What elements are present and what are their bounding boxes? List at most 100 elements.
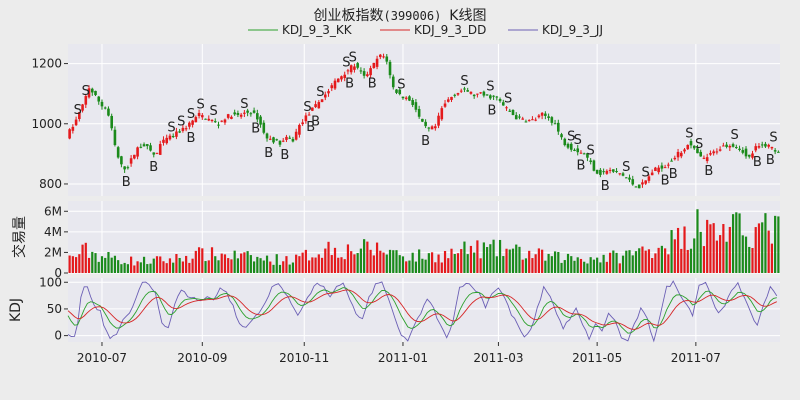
candle-body: [550, 117, 554, 123]
candle-body: [443, 103, 447, 107]
candle-body: [692, 145, 696, 149]
volume-bar: [337, 257, 340, 273]
volume-bar: [369, 249, 372, 273]
candle-body: [201, 115, 204, 118]
candle-body: [667, 164, 670, 166]
candle-body: [116, 147, 120, 158]
volume-bar: [670, 230, 673, 273]
candle-body: [220, 120, 224, 122]
kdj-kk-line: [67, 287, 777, 334]
volume-bar: [427, 253, 430, 273]
candle-body: [670, 160, 673, 162]
volume-bar: [401, 256, 405, 273]
candle-body: [618, 173, 622, 175]
candle-body: [624, 177, 628, 179]
volume-bar: [744, 236, 748, 273]
candle-body: [527, 120, 531, 122]
volume-bar: [537, 248, 540, 273]
sell-marker: S: [349, 50, 357, 65]
candle-body: [731, 144, 735, 147]
candle-body: [207, 118, 211, 121]
volume-bar: [680, 248, 683, 273]
sell-marker: S: [303, 100, 311, 115]
volume-bar: [375, 242, 379, 273]
volume-bar: [372, 255, 375, 273]
candle-body: [336, 78, 340, 83]
candle-body: [459, 90, 463, 92]
y-tick-label: 100: [39, 275, 62, 289]
candle-body: [489, 95, 492, 99]
volume-bar: [563, 260, 566, 273]
volume-bar: [194, 250, 197, 273]
candle-body: [505, 107, 508, 109]
x-axis: 2010-07 2010-09 2010-11 2011-01 2011-03 2011-…: [77, 342, 721, 365]
volume-bar: [278, 264, 282, 273]
volume-bar: [424, 259, 427, 273]
volume-bar: [719, 235, 722, 273]
candle-body: [145, 144, 149, 147]
sell-marker: S: [769, 131, 777, 146]
volume-bar: [621, 255, 625, 273]
buy-marker: B: [280, 148, 289, 163]
volume-bar: [689, 248, 693, 273]
x-tick-label: 2010-07: [77, 351, 127, 365]
volume-bar: [686, 249, 689, 273]
volume-bar: [660, 245, 663, 273]
buy-marker: B: [122, 175, 131, 190]
candle-body: [511, 109, 515, 116]
candle-body: [595, 169, 599, 174]
candle-body: [434, 126, 437, 129]
volume-bar: [288, 264, 291, 273]
volume-bar: [214, 256, 217, 273]
candle-body: [103, 107, 107, 109]
candle-body: [142, 144, 146, 147]
candle-body: [136, 147, 139, 157]
volume-bar: [301, 252, 304, 273]
candle-body: [372, 62, 376, 68]
candle-body: [149, 145, 152, 151]
volume-bar: [262, 260, 265, 273]
volume-bar: [592, 259, 596, 273]
candle-body: [631, 179, 635, 185]
volume-bar: [304, 249, 307, 273]
volume-bar: [233, 250, 236, 273]
candle-body: [492, 95, 495, 97]
kdj-axis-label: KDJ: [8, 298, 24, 322]
volume-bar: [531, 258, 534, 273]
sell-marker: S: [187, 107, 195, 122]
volume-bar: [201, 248, 204, 273]
volume-bar: [395, 250, 398, 273]
buy-marker: B: [704, 164, 713, 179]
candle-body: [612, 169, 615, 172]
volume-bar: [702, 246, 706, 273]
volume-bar: [618, 263, 621, 273]
candle-body: [340, 76, 343, 80]
volume-bar: [133, 265, 136, 273]
candle-body: [320, 99, 324, 103]
volume-bar: [560, 262, 563, 273]
volume-panel: 0 2M 4M 6M 交易量: [11, 201, 780, 280]
kdj-lines: [67, 280, 778, 343]
volume-bar: [712, 223, 715, 273]
volume-bar: [388, 249, 392, 273]
volume-bar: [709, 224, 712, 273]
candle-body: [129, 158, 133, 164]
candle-body: [634, 186, 638, 188]
candle-body: [689, 141, 693, 146]
candle-body: [249, 113, 253, 115]
volume-bar: [777, 216, 780, 273]
candle-body: [262, 122, 266, 133]
candle-body: [498, 99, 502, 102]
volume-bar: [589, 257, 592, 273]
volume-bar: [74, 257, 78, 273]
volume-bar: [676, 227, 680, 273]
volume-bar: [434, 262, 437, 273]
buy-marker: B: [661, 173, 670, 188]
volume-bar: [392, 250, 395, 273]
volume-bar: [579, 258, 583, 273]
sell-marker: S: [74, 103, 82, 118]
volume-bar: [615, 252, 618, 273]
volume-bar: [165, 263, 168, 273]
candle-body: [226, 114, 230, 118]
